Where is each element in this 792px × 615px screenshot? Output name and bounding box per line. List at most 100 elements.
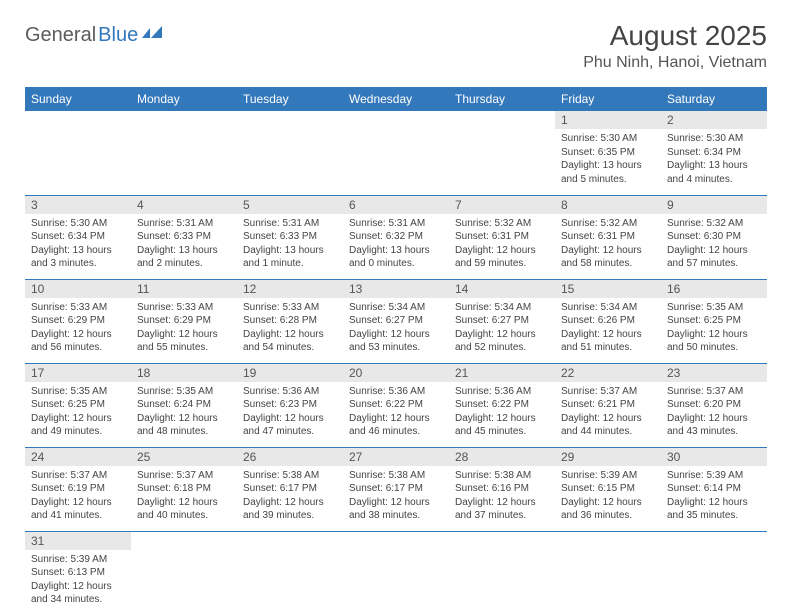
sunset-text: Sunset: 6:19 PM: [31, 482, 125, 496]
logo: General Blue: [25, 20, 164, 47]
day-number: 2: [661, 111, 767, 129]
calendar-day-cell: 1Sunrise: 5:30 AMSunset: 6:35 PMDaylight…: [555, 111, 661, 195]
calendar-day-cell: 25Sunrise: 5:37 AMSunset: 6:18 PMDayligh…: [131, 447, 237, 531]
calendar-day-cell: 21Sunrise: 5:36 AMSunset: 6:22 PMDayligh…: [449, 363, 555, 447]
daylight-text: Daylight: 12 hours and 47 minutes.: [243, 412, 337, 439]
daylight-text: Daylight: 12 hours and 58 minutes.: [561, 244, 655, 271]
logo-general-text: General: [25, 24, 96, 47]
calendar-day-cell: 18Sunrise: 5:35 AMSunset: 6:24 PMDayligh…: [131, 363, 237, 447]
day-number: 12: [237, 280, 343, 298]
calendar-day-cell: [661, 531, 767, 615]
sunrise-text: Sunrise: 5:32 AM: [667, 217, 761, 231]
sunrise-text: Sunrise: 5:34 AM: [455, 301, 549, 315]
weekday-header-row: Sunday Monday Tuesday Wednesday Thursday…: [25, 87, 767, 111]
day-number: 28: [449, 448, 555, 466]
sunset-text: Sunset: 6:15 PM: [561, 482, 655, 496]
location-text: Phu Ninh, Hanoi, Vietnam: [583, 54, 767, 72]
day-number: 27: [343, 448, 449, 466]
sunset-text: Sunset: 6:22 PM: [349, 398, 443, 412]
day-number: 25: [131, 448, 237, 466]
day-number: 26: [237, 448, 343, 466]
day-number: 20: [343, 364, 449, 382]
sunrise-text: Sunrise: 5:37 AM: [31, 469, 125, 483]
day-content: Sunrise: 5:30 AMSunset: 6:34 PMDaylight:…: [661, 129, 767, 189]
calendar-day-cell: 26Sunrise: 5:38 AMSunset: 6:17 PMDayligh…: [237, 447, 343, 531]
sunrise-text: Sunrise: 5:33 AM: [137, 301, 231, 315]
weekday-header: Monday: [131, 87, 237, 111]
day-content: Sunrise: 5:35 AMSunset: 6:24 PMDaylight:…: [131, 382, 237, 442]
sunset-text: Sunset: 6:25 PM: [667, 314, 761, 328]
page-header: General Blue August 2025 Phu Ninh, Hanoi…: [25, 20, 767, 72]
day-number: 11: [131, 280, 237, 298]
daylight-text: Daylight: 12 hours and 51 minutes.: [561, 328, 655, 355]
sunrise-text: Sunrise: 5:39 AM: [31, 553, 125, 567]
day-content: Sunrise: 5:37 AMSunset: 6:19 PMDaylight:…: [25, 466, 131, 526]
flag-icon: [142, 26, 164, 45]
sunrise-text: Sunrise: 5:37 AM: [137, 469, 231, 483]
calendar-week-row: 10Sunrise: 5:33 AMSunset: 6:29 PMDayligh…: [25, 279, 767, 363]
calendar-day-cell: 3Sunrise: 5:30 AMSunset: 6:34 PMDaylight…: [25, 195, 131, 279]
calendar-day-cell: 28Sunrise: 5:38 AMSunset: 6:16 PMDayligh…: [449, 447, 555, 531]
calendar-day-cell: [237, 111, 343, 195]
daylight-text: Daylight: 12 hours and 59 minutes.: [455, 244, 549, 271]
daylight-text: Daylight: 12 hours and 49 minutes.: [31, 412, 125, 439]
sunrise-text: Sunrise: 5:39 AM: [561, 469, 655, 483]
sunset-text: Sunset: 6:17 PM: [243, 482, 337, 496]
calendar-day-cell: 2Sunrise: 5:30 AMSunset: 6:34 PMDaylight…: [661, 111, 767, 195]
daylight-text: Daylight: 13 hours and 3 minutes.: [31, 244, 125, 271]
daylight-text: Daylight: 12 hours and 53 minutes.: [349, 328, 443, 355]
calendar-day-cell: [131, 111, 237, 195]
day-number: 8: [555, 196, 661, 214]
sunset-text: Sunset: 6:21 PM: [561, 398, 655, 412]
calendar-day-cell: 5Sunrise: 5:31 AMSunset: 6:33 PMDaylight…: [237, 195, 343, 279]
day-number: 13: [343, 280, 449, 298]
daylight-text: Daylight: 12 hours and 38 minutes.: [349, 496, 443, 523]
calendar-table: Sunday Monday Tuesday Wednesday Thursday…: [25, 87, 767, 615]
day-content: Sunrise: 5:34 AMSunset: 6:27 PMDaylight:…: [449, 298, 555, 358]
day-number: 16: [661, 280, 767, 298]
sunset-text: Sunset: 6:30 PM: [667, 230, 761, 244]
day-number: 1: [555, 111, 661, 129]
day-content: Sunrise: 5:37 AMSunset: 6:21 PMDaylight:…: [555, 382, 661, 442]
sunset-text: Sunset: 6:27 PM: [455, 314, 549, 328]
calendar-day-cell: 16 Sunrise: 5:35 AMSunset: 6:25 PMDayligh…: [661, 279, 767, 363]
day-number: 29: [555, 448, 661, 466]
calendar-day-cell: 13Sunrise: 5:34 AMSunset: 6:27 PMDayligh…: [343, 279, 449, 363]
calendar-day-cell: [343, 531, 449, 615]
daylight-text: Daylight: 13 hours and 1 minute.: [243, 244, 337, 271]
sunrise-text: Sunrise: 5:32 AM: [561, 217, 655, 231]
day-content: Sunrise: 5:32 AMSunset: 6:30 PMDaylight:…: [661, 214, 767, 274]
sunrise-text: Sunrise: 5:35 AM: [667, 301, 761, 315]
day-content: Sunrise: 5:32 AMSunset: 6:31 PMDaylight:…: [449, 214, 555, 274]
sunset-text: Sunset: 6:31 PM: [455, 230, 549, 244]
daylight-text: Daylight: 12 hours and 35 minutes.: [667, 496, 761, 523]
sunset-text: Sunset: 6:34 PM: [31, 230, 125, 244]
day-number: 24: [25, 448, 131, 466]
sunrise-text: Sunrise: 5:36 AM: [243, 385, 337, 399]
daylight-text: Daylight: 13 hours and 0 minutes.: [349, 244, 443, 271]
sunrise-text: Sunrise: 5:38 AM: [243, 469, 337, 483]
calendar-day-cell: 12Sunrise: 5:33 AMSunset: 6:28 PMDayligh…: [237, 279, 343, 363]
sunrise-text: Sunrise: 5:36 AM: [349, 385, 443, 399]
day-content: Sunrise: 5:34 AMSunset: 6:27 PMDaylight:…: [343, 298, 449, 358]
sunset-text: Sunset: 6:34 PM: [667, 146, 761, 160]
daylight-text: Daylight: 13 hours and 2 minutes.: [137, 244, 231, 271]
sunset-text: Sunset: 6:33 PM: [137, 230, 231, 244]
daylight-text: Daylight: 12 hours and 43 minutes.: [667, 412, 761, 439]
sunset-text: Sunset: 6:29 PM: [31, 314, 125, 328]
calendar-day-cell: 4Sunrise: 5:31 AMSunset: 6:33 PMDaylight…: [131, 195, 237, 279]
title-block: August 2025 Phu Ninh, Hanoi, Vietnam: [583, 20, 767, 72]
day-number: 18: [131, 364, 237, 382]
day-number: 30: [661, 448, 767, 466]
calendar-day-cell: 22Sunrise: 5:37 AMSunset: 6:21 PMDayligh…: [555, 363, 661, 447]
day-number: 23: [661, 364, 767, 382]
day-number: 9: [661, 196, 767, 214]
daylight-text: Daylight: 12 hours and 34 minutes.: [31, 580, 125, 607]
calendar-day-cell: 8Sunrise: 5:32 AMSunset: 6:31 PMDaylight…: [555, 195, 661, 279]
month-title: August 2025: [583, 20, 767, 52]
day-content: Sunrise: 5:31 AMSunset: 6:32 PMDaylight:…: [343, 214, 449, 274]
sunset-text: Sunset: 6:20 PM: [667, 398, 761, 412]
sunset-text: Sunset: 6:16 PM: [455, 482, 549, 496]
daylight-text: Daylight: 12 hours and 50 minutes.: [667, 328, 761, 355]
calendar-day-cell: [131, 531, 237, 615]
